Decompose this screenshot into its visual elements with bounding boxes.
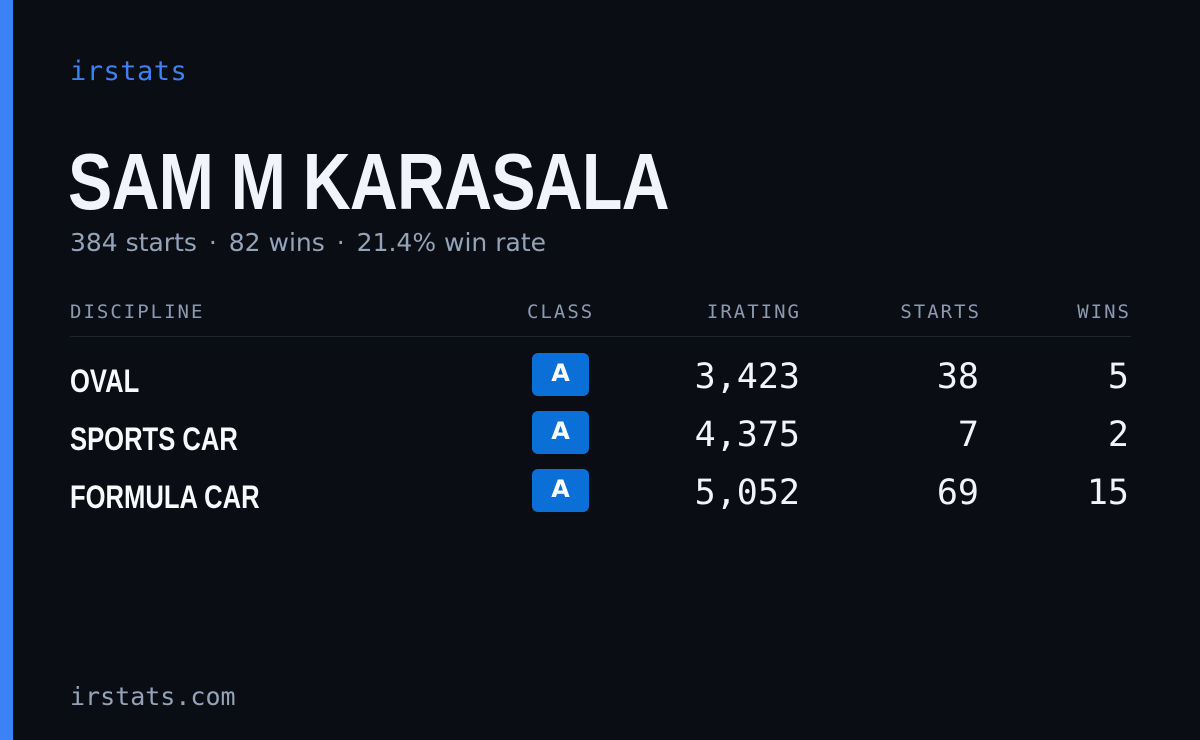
win-rate: 21.4% win rate [356,228,547,257]
separator-dot: · [336,228,345,257]
license-class-badge: A [532,353,589,396]
starts-value: 38 [936,357,979,397]
header-wins: WINS [1077,301,1131,323]
wins-value: 2 [1107,415,1129,455]
header-class: CLASS [527,301,595,323]
header-starts: STARTS [900,301,981,323]
discipline-name: FORMULA CAR [70,479,260,515]
footer-url: irstats.com [70,682,236,711]
starts-value: 7 [957,415,979,455]
discipline-name: OVAL [70,363,140,399]
irating-value: 4,375 [694,415,800,455]
wins-value: 15 [1086,473,1129,513]
stats-table: DISCIPLINE CLASS IRATING STARTS WINS OVA… [70,296,1131,515]
driver-name: SAM M KARASALA [68,137,670,226]
license-class-badge: A [532,411,589,454]
total-wins: 82 wins [228,228,325,257]
irating-value: 5,052 [694,473,800,513]
table-row: OVAL A 3,423 38 5 [70,337,1131,399]
total-starts: 384 starts [70,228,197,257]
driver-summary: 384 starts · 82 wins · 21.4% win rate [70,228,546,257]
discipline-name: SPORTS CAR [70,421,238,457]
accent-bar [0,0,13,740]
irating-value: 3,423 [694,357,800,397]
brand-logo: irstats [70,56,188,87]
header-irating: IRATING [706,301,801,323]
separator-dot: · [208,228,217,257]
header-discipline: DISCIPLINE [70,301,205,323]
table-row: SPORTS CAR A 4,375 7 2 [70,395,1131,457]
table-row: FORMULA CAR A 5,052 69 15 [70,453,1131,515]
wins-value: 5 [1107,357,1129,397]
table-header: DISCIPLINE CLASS IRATING STARTS WINS [70,296,1131,337]
license-class-badge: A [532,469,589,512]
starts-value: 69 [936,473,979,513]
